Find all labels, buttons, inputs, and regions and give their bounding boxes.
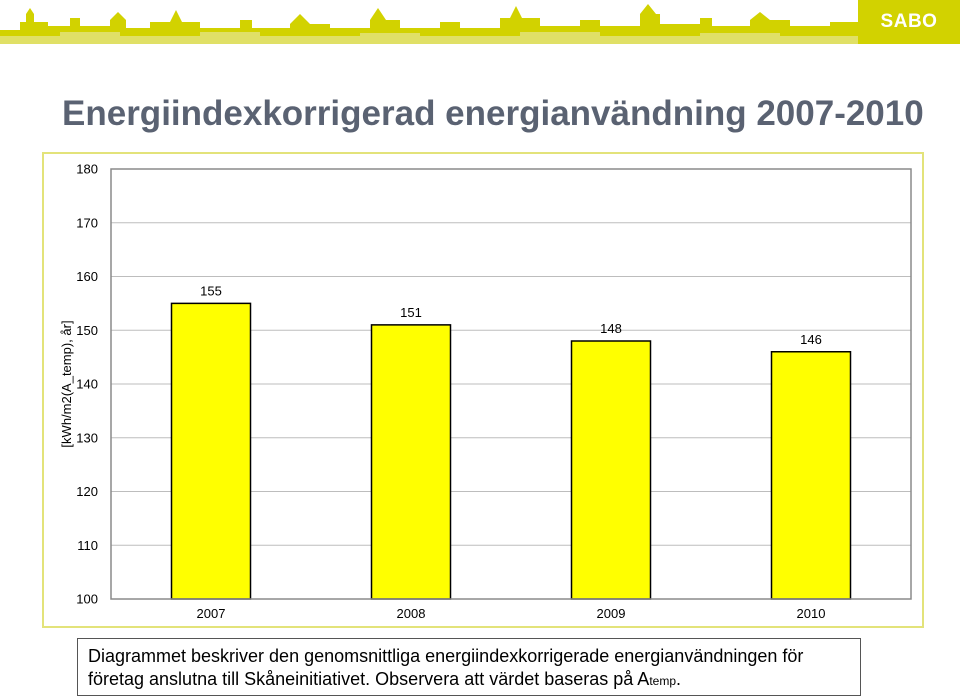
caption-end: . [676, 669, 682, 689]
city-skyline-banner [0, 0, 960, 44]
y-tick-label: 100 [76, 592, 98, 607]
bar [570, 340, 652, 600]
y-tick-label: 160 [76, 269, 98, 284]
y-tick-label: 110 [77, 538, 98, 553]
bar [770, 351, 852, 600]
data-label: 155 [200, 283, 222, 298]
logo-background [858, 0, 960, 44]
x-tick-label: 2010 [797, 606, 826, 621]
x-tick-label: 2008 [397, 606, 426, 621]
caption-subscript: temp [649, 674, 677, 688]
bar [370, 324, 452, 600]
y-tick-label: 120 [76, 484, 98, 499]
bar [170, 302, 252, 600]
y-tick-label: 130 [76, 430, 98, 445]
y-tick-label: 170 [76, 215, 98, 230]
y-tick-label: 150 [76, 323, 98, 338]
chart-frame [42, 152, 924, 628]
data-label: 148 [600, 321, 622, 336]
y-tick-label: 180 [76, 162, 98, 177]
chart-description: Diagrammet beskriver den genomsnittliga … [77, 638, 861, 696]
plot-area-border [110, 168, 912, 600]
data-label: 151 [400, 305, 422, 320]
x-tick-label: 2007 [197, 606, 226, 621]
y-tick-label: 140 [76, 377, 98, 392]
page-title: Energiindexkorrigerad energianvändning 2… [62, 94, 924, 133]
x-tick-label: 2009 [597, 606, 626, 621]
caption-text: Diagrammet beskriver den genomsnittliga … [88, 646, 804, 689]
data-label: 146 [800, 332, 822, 347]
y-axis-title: [kWh/m2(A_temp), år] [59, 320, 74, 447]
sabo-logo: SABO [880, 11, 938, 32]
